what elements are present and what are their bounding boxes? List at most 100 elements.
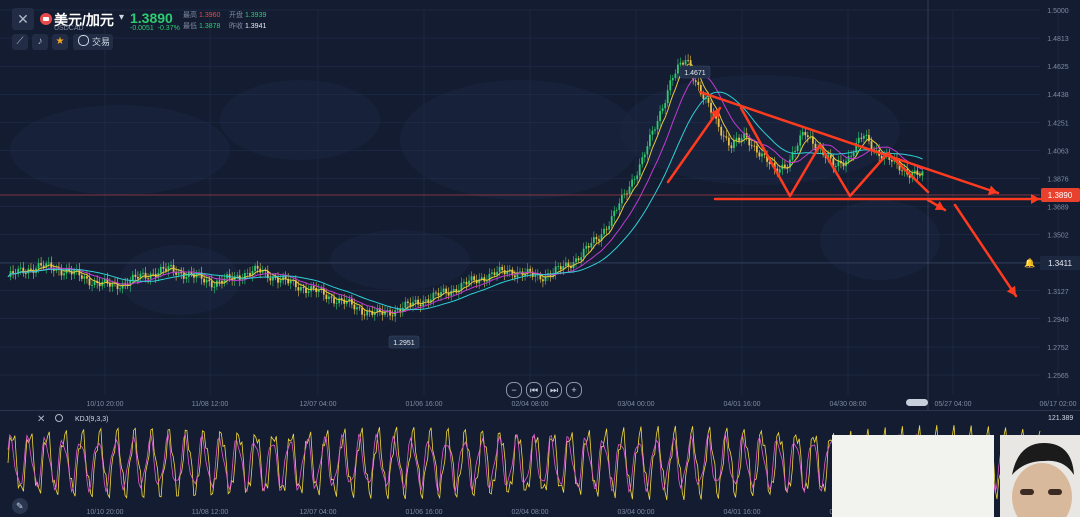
candle-body xyxy=(412,302,414,306)
trend-line xyxy=(698,90,1000,195)
symbol-code: USDCAD xyxy=(54,25,84,32)
candle-body xyxy=(447,292,450,296)
star-icon[interactable]: ★ xyxy=(52,34,68,50)
time-tick-label: 03/04 00:00 xyxy=(618,401,655,408)
candle-body xyxy=(429,299,432,303)
candle-body xyxy=(343,299,346,304)
candle-body xyxy=(272,276,274,281)
candle-body xyxy=(763,153,766,155)
candle-body xyxy=(600,234,603,241)
time-axis: 10/10 20:00 11/08 12:00 12/07 04:00 01/06 1… xyxy=(87,401,1077,408)
candle-body xyxy=(170,264,172,267)
candle-body xyxy=(733,140,735,149)
time-tick-label: 06/17 02:00 xyxy=(1040,401,1077,408)
draw-tool-fab[interactable] xyxy=(12,498,28,514)
main-price-chart[interactable]: 1.5000 1.4813 1.4625 1.4438 1.4251 1.4063 1.38… xyxy=(0,0,1080,410)
candle-body xyxy=(305,287,307,293)
time-tick-label: 12/07 04:00 xyxy=(300,401,337,408)
candle-body xyxy=(407,301,409,303)
candle-body xyxy=(725,136,728,138)
candle-body xyxy=(460,282,463,291)
candle-body xyxy=(40,262,43,266)
alert-price-tag xyxy=(1040,256,1080,270)
jump-start-button[interactable]: ⏮ xyxy=(526,382,542,398)
candle-body xyxy=(417,299,420,305)
candle-body xyxy=(623,193,626,195)
prev-close-value: 1.3941 xyxy=(244,23,267,30)
candle-body xyxy=(302,287,305,288)
candle-body xyxy=(674,73,677,79)
candle-body xyxy=(834,166,837,167)
candle-body xyxy=(261,270,264,273)
candle-body xyxy=(493,272,496,276)
alert-bell-icon[interactable]: 🔔 xyxy=(1024,258,1036,268)
candle-body xyxy=(554,266,557,274)
candle-body xyxy=(190,271,193,275)
price-tick-label: 1.5000 xyxy=(1047,8,1069,15)
candle-body xyxy=(727,137,730,146)
candle-body xyxy=(269,278,272,281)
candle-body xyxy=(399,308,402,312)
candle-body xyxy=(215,280,218,287)
candle-body xyxy=(292,280,295,282)
candle-body xyxy=(730,145,733,149)
kdj-settings-icon[interactable] xyxy=(55,414,63,422)
chevron-down-icon[interactable]: ▾ xyxy=(119,12,125,23)
candle-body xyxy=(689,60,692,71)
last-price: 1.3890 xyxy=(130,10,173,26)
chart-navigation: − ⏮ ⏭ + xyxy=(506,382,582,398)
candle-body xyxy=(386,310,389,312)
candle-body xyxy=(850,155,853,157)
candle-body xyxy=(208,279,211,282)
candle-body xyxy=(669,80,672,91)
candle-body xyxy=(748,137,751,146)
candle-body xyxy=(17,268,20,275)
candle-body xyxy=(768,161,771,165)
time-scroll-handle[interactable] xyxy=(906,399,928,406)
candle-body xyxy=(712,112,715,117)
candle-body xyxy=(778,169,781,173)
candle-body xyxy=(279,280,282,283)
trend-drawings xyxy=(666,90,1042,298)
zoom-out-button[interactable]: − xyxy=(506,382,522,398)
candle-body xyxy=(389,310,391,316)
open-value: 1.3939 xyxy=(244,12,267,19)
candle-body xyxy=(282,275,284,281)
candlestick-series xyxy=(9,54,924,323)
close-icon[interactable]: ✕ xyxy=(12,8,34,30)
kdj-close-icon[interactable]: ✕ xyxy=(37,414,45,425)
bell-icon[interactable]: ♪ xyxy=(32,34,48,50)
candle-body xyxy=(60,269,63,276)
candle-body xyxy=(664,103,667,109)
candle-body xyxy=(330,296,333,298)
candle-body xyxy=(363,314,366,316)
webcam-overlay-left xyxy=(832,435,994,517)
candle-body xyxy=(570,266,572,269)
candle-body xyxy=(289,280,292,284)
candle-body xyxy=(679,62,682,65)
candle-body xyxy=(19,267,22,269)
candle-body xyxy=(175,271,178,275)
candle-body xyxy=(801,131,804,136)
draw-line-icon[interactable]: ⟋ xyxy=(12,34,28,50)
candle-body xyxy=(699,85,702,95)
trade-button[interactable]: 交易 xyxy=(73,34,113,50)
zoom-in-button[interactable]: + xyxy=(566,382,582,398)
candle-body xyxy=(83,276,86,279)
ohlc-stats: 最高 1.3960 开盘 1.3939 最低 1.3878 昨收 1.3941 xyxy=(183,10,273,32)
candle-body xyxy=(445,288,448,293)
symbol-name[interactable]: 美元/加元 xyxy=(54,12,114,28)
candle-body xyxy=(427,299,430,303)
candle-body xyxy=(437,292,440,296)
kdj-value-label: 121.389 xyxy=(1048,415,1073,422)
candle-body xyxy=(432,292,435,300)
low-value: 1.3878 xyxy=(199,23,221,30)
jump-end-button[interactable]: ⏭ xyxy=(546,382,562,398)
candle-body xyxy=(784,164,786,167)
arrow-head xyxy=(1006,285,1016,296)
candle-body xyxy=(58,267,60,270)
candle-body xyxy=(93,280,96,286)
candle-body xyxy=(794,150,796,153)
time-tick-label: 10/10 20:00 xyxy=(87,401,124,408)
time-tick-label: 02/04 08:00 xyxy=(512,401,549,408)
